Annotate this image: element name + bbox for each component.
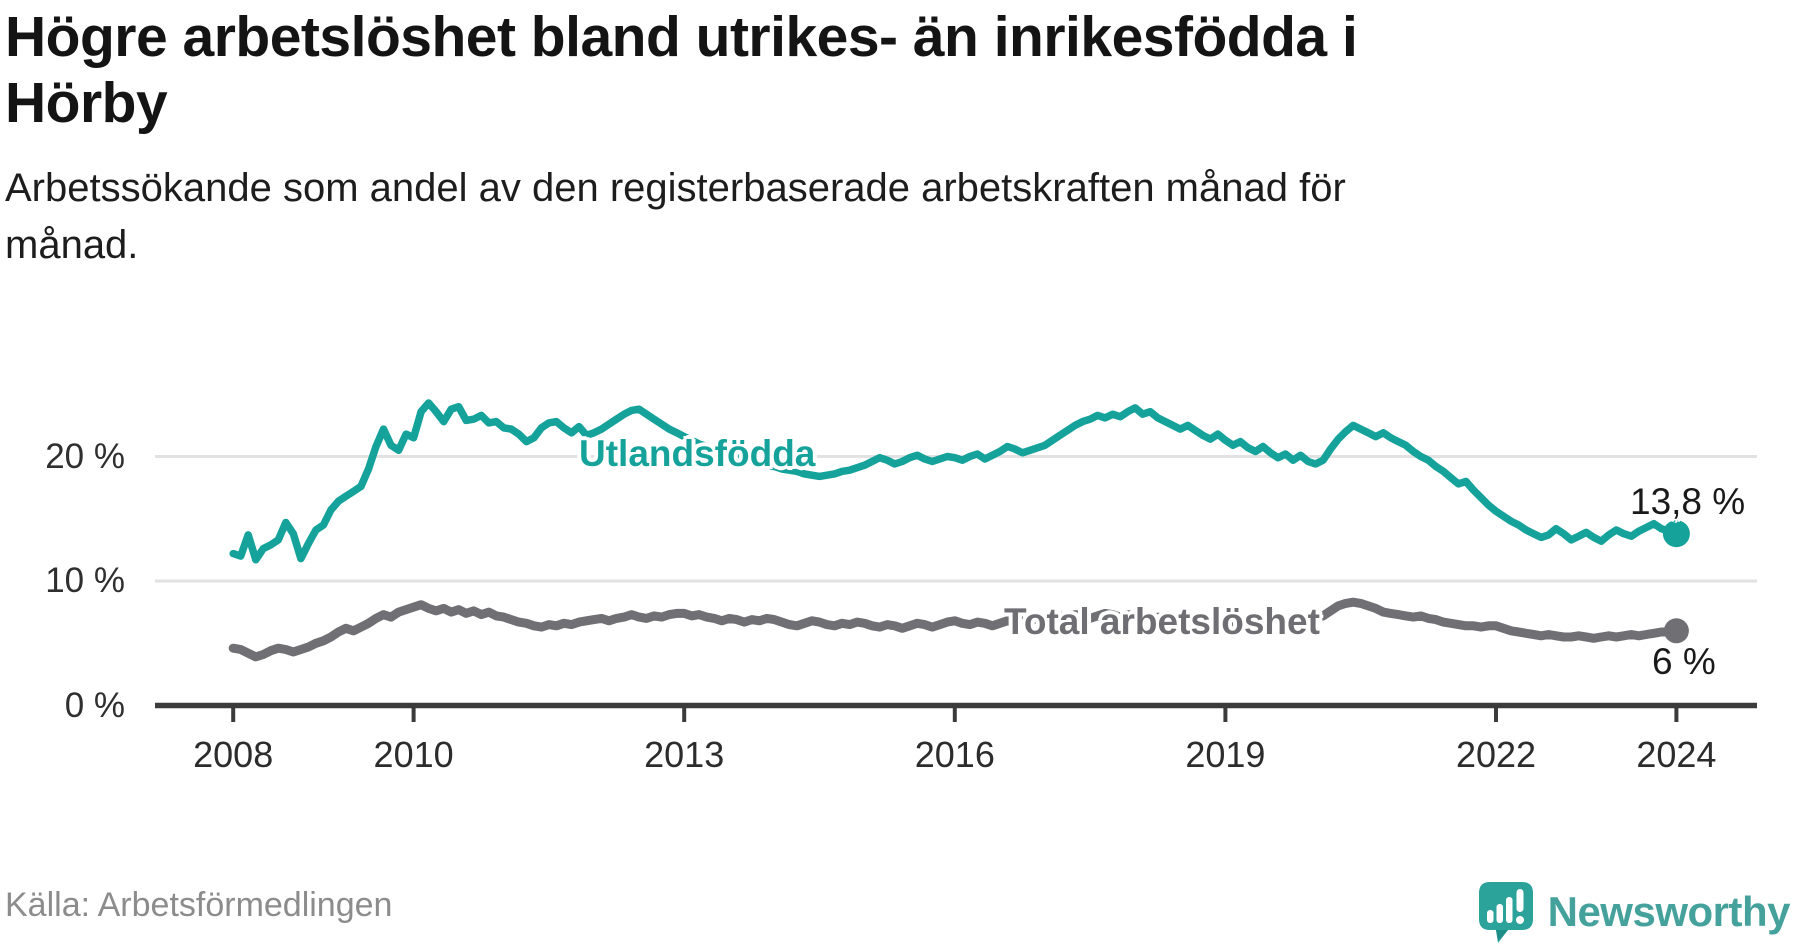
y-tick-label-10: 10 % <box>45 561 125 600</box>
x-tick-label-2019: 2019 <box>1185 734 1266 775</box>
x-tick-label-2010: 2010 <box>373 734 454 775</box>
y-tick-label-20: 20 % <box>45 436 125 476</box>
series-label-total-arbetsloshet: Total arbetslöshet <box>1004 601 1320 642</box>
end-value-total: 6 % <box>1652 641 1716 682</box>
series-line-total <box>228 597 1681 662</box>
newsworthy-logo: Newsworthy <box>1477 880 1791 944</box>
x-tick-label-2008: 2008 <box>193 734 274 775</box>
page-title: Högre arbetslöshet bland utrikes- än inr… <box>5 4 1765 136</box>
series-label-utlandsfodda: Utlandsfödda <box>579 433 816 474</box>
subtitle-line-2: månad. <box>5 223 139 267</box>
title-line-2: Hörby <box>5 71 168 135</box>
x-tick-label-2013: 2013 <box>644 734 725 775</box>
newsworthy-icon <box>1478 882 1533 943</box>
x-tick-label-2022: 2022 <box>1455 734 1537 775</box>
x-tick-label-2016: 2016 <box>914 734 995 775</box>
subtitle-line-1: Arbetssökande som andel av den registerb… <box>5 166 1346 210</box>
x-tick-label-2024: 2024 <box>1636 734 1717 775</box>
series-line-utlandsfodda <box>229 399 1681 564</box>
end-value-utlandsfodda: 13,8 % <box>1630 481 1746 522</box>
end-dot-utlandsfodda <box>1662 520 1690 548</box>
source-note: Källa: Arbetsförmedlingen <box>5 886 393 924</box>
chart-subtitle: Arbetssökande som andel av den registerb… <box>5 160 1705 274</box>
y-tick-label-0: 0 % <box>64 685 125 725</box>
newsworthy-wordmark: Newsworthy <box>1547 888 1791 935</box>
title-line-1: Högre arbetslöshet bland utrikes- än inr… <box>5 5 1358 69</box>
end-dot-total <box>1663 618 1689 644</box>
